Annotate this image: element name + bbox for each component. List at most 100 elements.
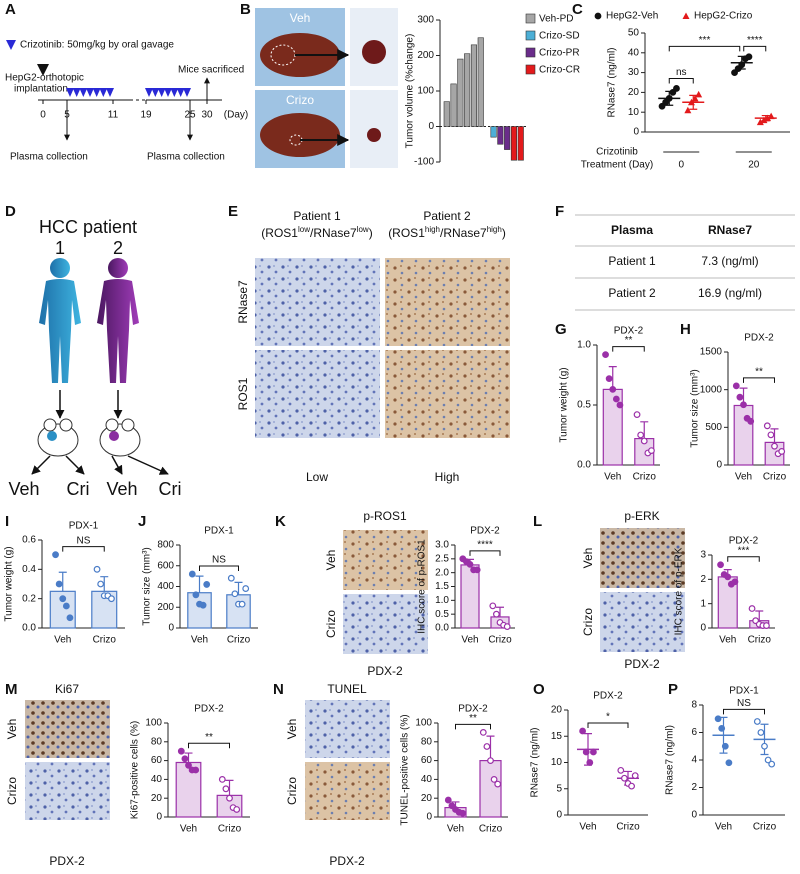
x-tick-label: Veh — [447, 824, 464, 835]
error-bar — [608, 366, 617, 390]
y-axis-label: RNase7 (ng/ml) — [530, 727, 541, 797]
chart-title: PDX-1 — [729, 686, 759, 697]
y-tick-label: 0.0 — [435, 623, 449, 634]
y-tick-label: -100 — [414, 157, 434, 168]
y-axis-label: Tumor weight (g) — [559, 367, 570, 442]
y-tick-label: 1000 — [700, 384, 723, 395]
data-point — [628, 782, 635, 790]
x-tick-label: Veh — [579, 822, 596, 833]
error-bar — [755, 610, 764, 621]
y-axis-label: IHC score of p-ROS1 — [417, 539, 428, 634]
annotation: Mice sacrificed — [178, 65, 244, 76]
y-tick-label: 40 — [151, 774, 163, 785]
dose-marker — [79, 88, 88, 97]
y-tick-label: 5 — [556, 783, 562, 794]
table-cell: Patient 2 — [608, 286, 656, 300]
row-label: Veh — [324, 550, 338, 571]
x-tick-label: Crizo — [753, 822, 777, 833]
data-point — [97, 580, 105, 588]
data-point — [227, 574, 235, 582]
panel-letter: M — [5, 681, 18, 698]
x-tick-label: Veh — [54, 635, 71, 646]
panel-letter: O — [533, 681, 545, 698]
data-point — [691, 94, 699, 102]
legend-label: Veh-PD — [539, 14, 573, 25]
x-tick-label: Crizo — [763, 472, 787, 483]
micrograph — [25, 700, 110, 758]
significance-bracket — [743, 377, 775, 383]
mouse — [37, 418, 79, 457]
dose-marker — [86, 88, 94, 97]
error-bar — [770, 428, 779, 443]
arrow — [31, 455, 51, 475]
image-title: TUNEL — [327, 682, 367, 696]
x-tick-label: Veh — [604, 472, 621, 483]
significance-bracket — [199, 565, 239, 572]
row-label: Veh — [581, 548, 595, 569]
chart-title: PDX-2 — [729, 536, 759, 547]
y-tick-label: 2.5 — [435, 553, 449, 564]
image-caption: PDX-2 — [329, 854, 365, 868]
level-label: High — [435, 470, 460, 484]
chart-title: PDX-2 — [194, 704, 224, 715]
data-point — [648, 447, 655, 455]
data-point — [724, 573, 732, 581]
data-point — [612, 395, 620, 403]
arrow — [65, 455, 85, 475]
arm-label: Cri — [159, 479, 182, 499]
error-bar — [100, 576, 109, 592]
image-title: p-ROS1 — [363, 509, 407, 523]
legend-label: Crizo-PR — [539, 48, 580, 59]
significance-bracket — [668, 77, 694, 84]
micrograph — [305, 700, 390, 758]
data-point — [487, 757, 494, 764]
column-header: Patient 2 — [423, 209, 471, 223]
y-tick-label: 600 — [157, 560, 174, 571]
header-part: low — [298, 225, 310, 234]
dose-marker — [183, 88, 191, 97]
data-point — [579, 727, 586, 735]
y-tick-label: 0.5 — [435, 609, 449, 620]
annotation: Plasma collection — [147, 152, 225, 163]
panel-letter: H — [680, 321, 691, 338]
legend-swatch — [525, 64, 536, 75]
significance-bracket — [723, 708, 765, 715]
bar — [510, 126, 518, 161]
micrograph — [600, 528, 685, 588]
bar — [470, 44, 478, 127]
significance-bracket — [612, 346, 645, 352]
data-point — [637, 431, 645, 439]
panel-letter: F — [555, 203, 564, 220]
chart-title: PDX-2 — [744, 333, 774, 344]
data-point — [238, 600, 246, 608]
data-point — [490, 776, 498, 783]
header-part: (ROS1 — [261, 226, 298, 240]
row-label: Crizo — [5, 777, 19, 805]
arm-label: Veh — [106, 479, 137, 499]
bar — [457, 58, 464, 127]
data-point — [493, 610, 500, 618]
data-point — [466, 560, 474, 568]
significance-label: NS — [77, 535, 91, 546]
x-tick-label: Crizo — [633, 472, 657, 483]
y-tick-label: 400 — [157, 581, 174, 592]
chart-title: PDX-1 — [69, 521, 99, 532]
data-point — [181, 755, 189, 763]
x-tick-label: Veh — [715, 822, 732, 833]
data-point — [761, 742, 768, 750]
significance-bracket — [469, 550, 501, 556]
row-label: Veh — [285, 719, 299, 740]
micrograph — [600, 592, 685, 652]
x-tick-label: Crizo — [218, 824, 242, 835]
chart-title: PDX-2 — [470, 526, 500, 537]
data-point — [605, 375, 613, 383]
y-axis-label: RNase7 (ng/ml) — [607, 47, 618, 117]
bar — [450, 83, 457, 127]
data-point — [633, 411, 641, 419]
x-tick-label: Veh — [735, 472, 752, 483]
error-bar — [486, 735, 495, 761]
data-point — [695, 90, 703, 98]
day-label: 0 — [40, 110, 46, 121]
panel-letter: D — [5, 203, 16, 220]
data-point — [59, 595, 67, 603]
